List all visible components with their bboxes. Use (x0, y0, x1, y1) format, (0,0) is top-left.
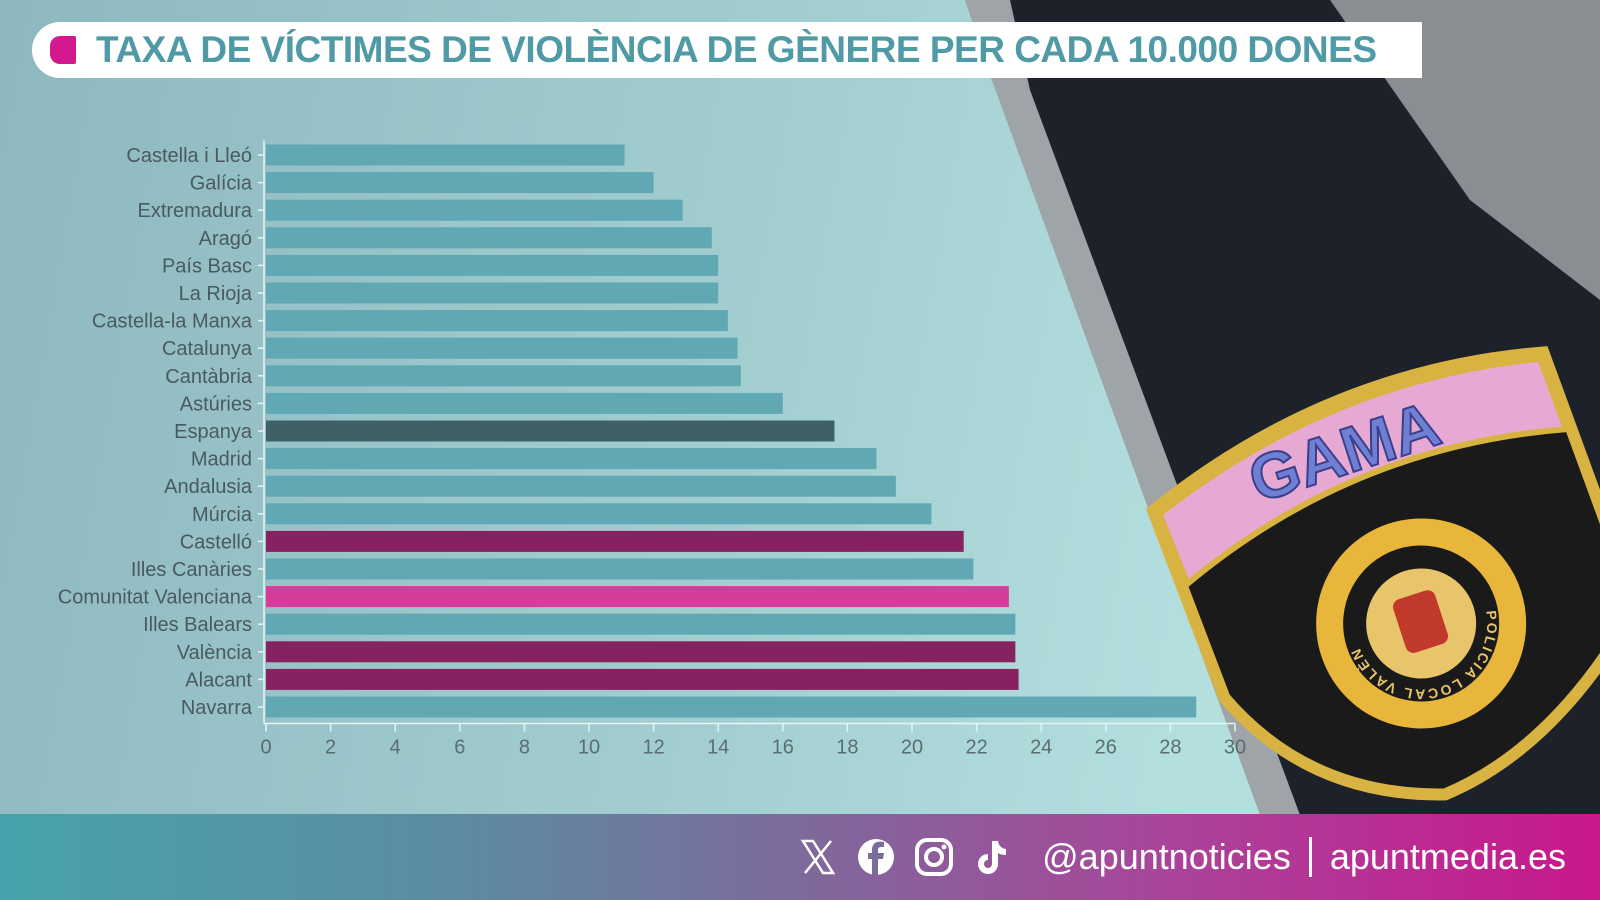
bar-catalunya (266, 337, 738, 359)
category-label: Castella-la Manxa (92, 311, 253, 333)
bar-navarra (266, 696, 1197, 718)
separator (1308, 837, 1312, 877)
x-tick-label: 20 (901, 737, 923, 759)
website-link[interactable]: apuntmedia.es (1329, 836, 1566, 877)
x-tick-label: 4 (390, 737, 401, 759)
x-tick-label: 0 (260, 737, 271, 759)
title-bar: TAXA DE VÍCTIMES DE VIOLÈNCIA DE GÈNERE … (32, 22, 1422, 78)
instagram-icon[interactable] (914, 837, 954, 877)
category-label: Extremadura (138, 200, 253, 222)
bar-castella-i-lleó (266, 144, 625, 166)
category-label: La Rioja (179, 283, 253, 305)
category-label: Comunitat Valenciana (58, 587, 253, 609)
x-tick-label: 14 (707, 737, 729, 759)
bar-chart: Castella i Lleó Galícia Extremadura Aragó Pa… (58, 140, 1246, 759)
category-label: Cantàbria (165, 366, 253, 388)
category-label: Aragó (199, 228, 252, 250)
category-label: Castelló (180, 531, 252, 553)
category-label: Illes Canàries (131, 559, 252, 581)
category-label: País Basc (162, 255, 252, 277)
bar-alacant (266, 668, 1019, 690)
category-label: Múrcia (192, 504, 253, 526)
footer-bar: @apuntnoticies apuntmedia.es (0, 814, 1600, 900)
x-tick-label: 26 (1095, 737, 1117, 759)
category-label: Andalusia (164, 476, 253, 498)
social-handle[interactable]: @apuntnoticies (1042, 836, 1291, 877)
bar-illes-balears (266, 613, 1016, 635)
bar-valència (266, 641, 1016, 663)
bar-comunitat-valenciana (266, 586, 1009, 608)
bar-madrid (266, 448, 877, 470)
category-label: Astúries (180, 393, 252, 415)
bar-país-basc (266, 254, 719, 276)
bar-castelló (266, 530, 964, 552)
x-tick-label: 2 (325, 737, 336, 759)
tiktok-icon[interactable] (972, 837, 1012, 877)
category-label: Navarra (181, 697, 253, 719)
bar-aragó (266, 227, 712, 249)
x-tick-label: 22 (965, 737, 987, 759)
bar-la-rioja (266, 282, 719, 304)
category-label: Castella i Lleó (126, 145, 252, 167)
bar-galícia (266, 172, 654, 194)
category-label: València (177, 642, 253, 664)
category-label: Galícia (190, 173, 253, 195)
category-label: Illes Balears (143, 614, 252, 636)
bar-castella-la-manxa (266, 310, 728, 332)
x-tick-label: 18 (836, 737, 858, 759)
x-tick-label: 8 (519, 737, 530, 759)
facebook-icon[interactable] (856, 837, 896, 877)
x-tick-label: 10 (578, 737, 600, 759)
bar-extremadura (266, 199, 683, 221)
title-accent-mark (50, 36, 76, 64)
bar-andalusia (266, 475, 896, 497)
gama-badge: GAMA POLICIA LOCAL VALÈNCIA (1146, 346, 1600, 801)
x-tick-label: 12 (642, 737, 664, 759)
bar-espanya (266, 420, 835, 442)
x-tick-label: 24 (1030, 737, 1052, 759)
x-tick-label: 28 (1159, 737, 1181, 759)
bar-cantàbria (266, 365, 741, 387)
bar-illes-canàries (266, 558, 974, 580)
x-tick-label: 16 (772, 737, 794, 759)
x-tick-label: 6 (454, 737, 465, 759)
bar-astúries (266, 392, 783, 414)
bar-múrcia (266, 503, 932, 525)
category-label: Catalunya (162, 338, 253, 360)
chart-title: TAXA DE VÍCTIMES DE VIOLÈNCIA DE GÈNERE … (96, 29, 1377, 70)
x-tick-label: 30 (1224, 737, 1246, 759)
category-label: Alacant (185, 669, 252, 691)
category-label: Madrid (191, 449, 252, 471)
category-label: Espanya (174, 421, 253, 443)
x-icon[interactable] (798, 837, 838, 877)
